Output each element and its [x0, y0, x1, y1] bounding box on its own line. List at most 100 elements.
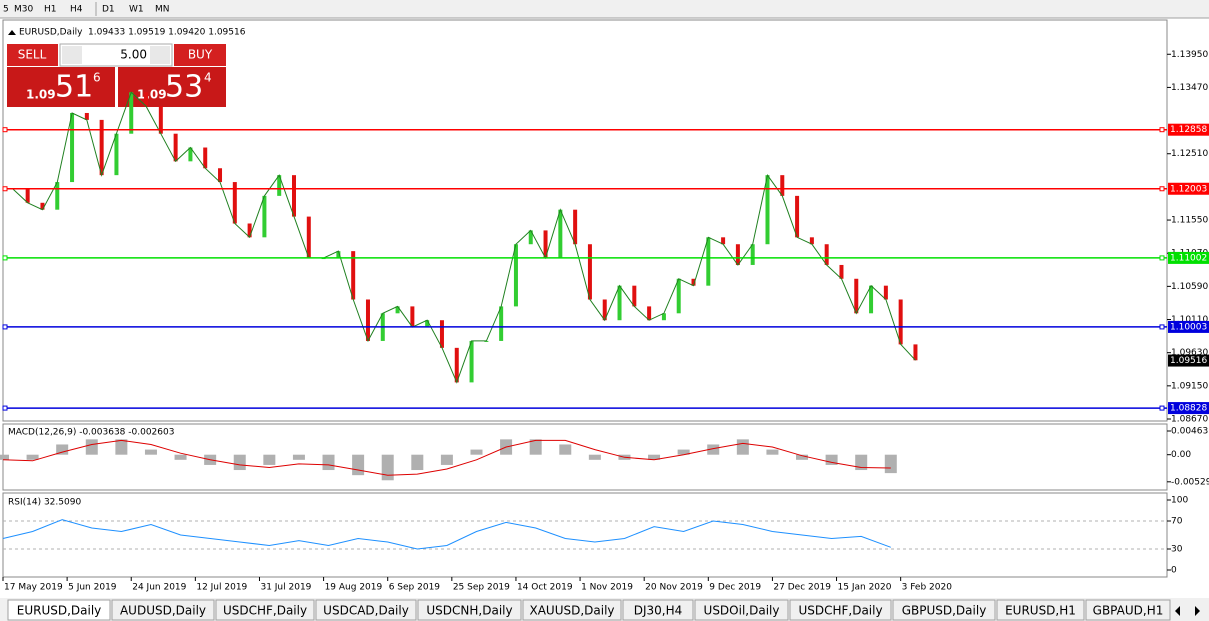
level-anchor — [2, 186, 8, 192]
price-bar — [292, 175, 296, 217]
level-label: 1.10003 — [1170, 322, 1207, 332]
macd-histogram-bar — [352, 454, 365, 476]
buy-button[interactable] — [174, 44, 226, 66]
price-bar — [513, 244, 518, 307]
level-label: 1.12003 — [1170, 184, 1207, 194]
price-bar — [913, 344, 918, 361]
price-bar — [425, 320, 430, 328]
chart-tab[interactable] — [111, 599, 215, 621]
chart-tab-label[interactable]: USDCHF,Daily — [798, 604, 882, 618]
chart-tab-label[interactable]: GBPAUD,H1 — [1093, 604, 1164, 618]
chart-tab[interactable] — [315, 599, 417, 621]
price-bar — [365, 299, 370, 341]
price-bar — [84, 112, 89, 120]
macd-histogram-bar — [0, 454, 9, 460]
price-bar — [262, 195, 267, 238]
sell-label[interactable]: SELL — [18, 48, 47, 62]
chart-tab-label[interactable]: XAUUSD,Daily — [529, 604, 614, 618]
buy-price-box[interactable] — [118, 67, 226, 107]
level-anchor — [2, 324, 8, 330]
buy-label[interactable]: BUY — [188, 48, 213, 62]
macd-histogram-bar — [174, 454, 187, 460]
macd-histogram-bar — [588, 454, 601, 460]
chart-tab[interactable] — [892, 599, 996, 621]
price-bar — [188, 147, 193, 162]
macd-histogram-bar — [707, 444, 720, 455]
price-bar — [158, 106, 163, 134]
timeframe-button[interactable]: W1 — [129, 5, 144, 15]
price-bar — [484, 340, 489, 342]
price-bar — [795, 195, 800, 238]
chart-tab-label[interactable]: EURUSD,Daily — [17, 604, 102, 618]
tab-scroll-left[interactable] — [1175, 606, 1180, 616]
timeframe-button[interactable]: 5 — [3, 5, 9, 15]
price-bar — [706, 237, 711, 286]
price-bar — [824, 244, 829, 265]
y-tick-label: 0.00 — [1171, 450, 1191, 460]
x-tick-label: 27 Dec 2019 — [773, 583, 831, 593]
timeframe-button[interactable]: M30 — [14, 5, 33, 15]
level-anchor — [2, 405, 8, 411]
lots-decrease[interactable] — [62, 46, 82, 64]
x-tick-label: 20 Nov 2019 — [645, 583, 703, 593]
y-tick-label: 0 — [1171, 566, 1177, 576]
chart-tab[interactable] — [622, 599, 694, 621]
price-bar — [351, 251, 356, 300]
chart-tab-label[interactable]: USDCNH,Daily — [426, 604, 512, 618]
timeframe-button[interactable]: D1 — [102, 5, 115, 15]
macd-histogram-bar — [884, 454, 897, 474]
level-label-box — [1168, 123, 1209, 136]
macd-histogram-bar — [26, 454, 39, 460]
y-tick-label: 1.10590 — [1171, 282, 1208, 292]
price-bar — [439, 320, 444, 348]
sell-price-box[interactable] — [7, 67, 115, 107]
level-label: 1.12858 — [1170, 125, 1207, 135]
price-bar — [869, 285, 874, 314]
trade-panel: SELL 5.00 BUY 1.09 51 6 1.09 53 4 — [7, 43, 226, 107]
timeframe-button[interactable]: MN — [155, 5, 170, 15]
chart-tab[interactable] — [417, 599, 522, 621]
price-bar — [898, 299, 903, 345]
chart-tab[interactable] — [215, 599, 315, 621]
lots-increase[interactable] — [150, 46, 170, 64]
price-bar — [765, 175, 770, 245]
chart-tab-label[interactable]: DJ30,H4 — [634, 604, 683, 618]
chart-tab-label[interactable]: USDOil,Daily — [704, 604, 780, 618]
y-tick-label: 1.08670 — [1171, 414, 1208, 424]
price-bar — [129, 92, 134, 134]
lots-input[interactable] — [59, 43, 173, 67]
price-bar — [114, 133, 119, 176]
y-tick-label: 1.13950 — [1171, 50, 1208, 60]
buy-price-main: 53 — [165, 70, 203, 105]
x-tick-label: 9 Dec 2019 — [709, 583, 761, 593]
chart-tab[interactable] — [522, 599, 622, 621]
price-bar — [232, 182, 237, 224]
macd-histogram-bar — [766, 449, 779, 455]
ohlc-values: 1.09433 1.09519 1.09420 1.09516 — [88, 28, 246, 38]
chart-tab[interactable] — [996, 599, 1085, 621]
price-bar — [632, 285, 637, 307]
sell-price-main: 51 — [55, 70, 93, 105]
chart-tab[interactable] — [7, 599, 111, 621]
chart-tab[interactable] — [789, 599, 892, 621]
chart-tab-label[interactable]: EURUSD,H1 — [1005, 604, 1076, 618]
tab-scroll-right[interactable] — [1195, 606, 1200, 616]
price-bar — [780, 175, 785, 196]
chart-tab-label[interactable]: USDCAD,Daily — [323, 604, 409, 618]
timeframe-button[interactable]: H4 — [70, 5, 83, 15]
collapse-icon[interactable] — [8, 30, 16, 35]
x-tick-label: 19 Aug 2019 — [325, 583, 383, 593]
sell-button[interactable] — [7, 44, 58, 66]
chart-tab-label[interactable]: USDCHF,Daily — [223, 604, 307, 618]
timeframe-button[interactable]: H1 — [44, 5, 57, 15]
chart-tab[interactable] — [1085, 599, 1171, 621]
chart-tab[interactable] — [694, 599, 789, 621]
price-bar — [647, 306, 652, 321]
price-bar — [173, 133, 178, 162]
chart-tab-label[interactable]: AUDUSD,Daily — [120, 604, 206, 618]
price-bar — [573, 209, 578, 245]
level-anchor — [1159, 186, 1165, 192]
x-tick-label: 6 Sep 2019 — [389, 583, 441, 593]
y-tick-label: 100 — [1171, 496, 1188, 506]
chart-tab-label[interactable]: GBPUSD,Daily — [902, 604, 987, 618]
